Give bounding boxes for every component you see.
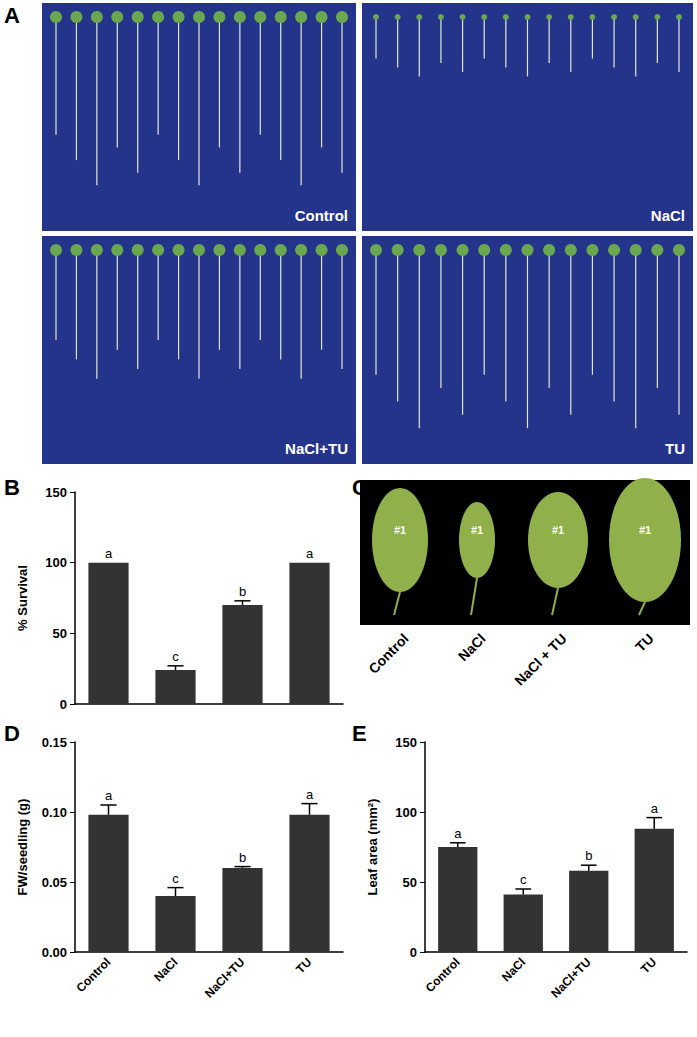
- svg-text:NaCl + TU: NaCl + TU: [511, 630, 569, 688]
- svg-text:c: c: [172, 871, 179, 886]
- svg-text:a: a: [105, 788, 113, 803]
- svg-text:a: a: [105, 546, 113, 561]
- svg-text:b: b: [239, 584, 246, 599]
- svg-text:Leaf area (mm²): Leaf area (mm²): [365, 799, 380, 896]
- svg-text:150: 150: [45, 485, 67, 500]
- svg-text:150: 150: [395, 735, 417, 750]
- svg-text:b: b: [239, 850, 246, 865]
- svg-text:NaCl+TU: NaCl+TU: [285, 440, 348, 457]
- svg-text:50: 50: [53, 626, 67, 641]
- svg-text:#1: #1: [639, 524, 651, 536]
- svg-text:NaCl: NaCl: [151, 955, 180, 984]
- svg-text:NaCl: NaCl: [499, 955, 528, 984]
- svg-text:100: 100: [45, 555, 67, 570]
- svg-text:A: A: [4, 3, 20, 28]
- svg-text:a: a: [306, 546, 314, 561]
- svg-text:D: D: [4, 721, 20, 746]
- svg-text:B: B: [4, 475, 20, 500]
- svg-text:#1: #1: [394, 524, 406, 536]
- svg-text:TU: TU: [638, 955, 659, 976]
- svg-text:0.15: 0.15: [42, 735, 67, 750]
- svg-text:c: c: [172, 649, 179, 664]
- svg-text:TU: TU: [632, 630, 657, 655]
- svg-text:50: 50: [403, 875, 417, 890]
- svg-text:#1: #1: [552, 524, 564, 536]
- svg-text:0: 0: [60, 697, 67, 712]
- svg-text:#1: #1: [471, 524, 483, 536]
- svg-text:c: c: [520, 872, 527, 887]
- svg-text:Control: Control: [295, 207, 348, 224]
- svg-text:Control: Control: [423, 955, 463, 995]
- svg-text:a: a: [306, 787, 314, 802]
- svg-text:0.00: 0.00: [42, 945, 67, 960]
- svg-text:Control: Control: [73, 955, 113, 995]
- svg-text:NaCl+TU: NaCl+TU: [548, 955, 593, 1000]
- svg-text:NaCl+TU: NaCl+TU: [202, 955, 247, 1000]
- svg-text:0: 0: [410, 945, 417, 960]
- svg-text:% Survival: % Survival: [15, 565, 30, 631]
- svg-text:TU: TU: [293, 955, 314, 976]
- svg-text:Control: Control: [365, 630, 411, 676]
- svg-text:a: a: [651, 801, 659, 816]
- svg-text:FW/seedling (g): FW/seedling (g): [15, 799, 30, 896]
- svg-text:TU: TU: [665, 440, 685, 457]
- svg-text:NaCl: NaCl: [651, 207, 685, 224]
- svg-text:NaCl: NaCl: [455, 630, 489, 664]
- svg-text:E: E: [352, 721, 367, 746]
- svg-text:100: 100: [395, 805, 417, 820]
- svg-text:0.10: 0.10: [42, 805, 67, 820]
- svg-text:a: a: [454, 826, 462, 841]
- svg-text:b: b: [585, 848, 592, 863]
- svg-text:0.05: 0.05: [42, 875, 67, 890]
